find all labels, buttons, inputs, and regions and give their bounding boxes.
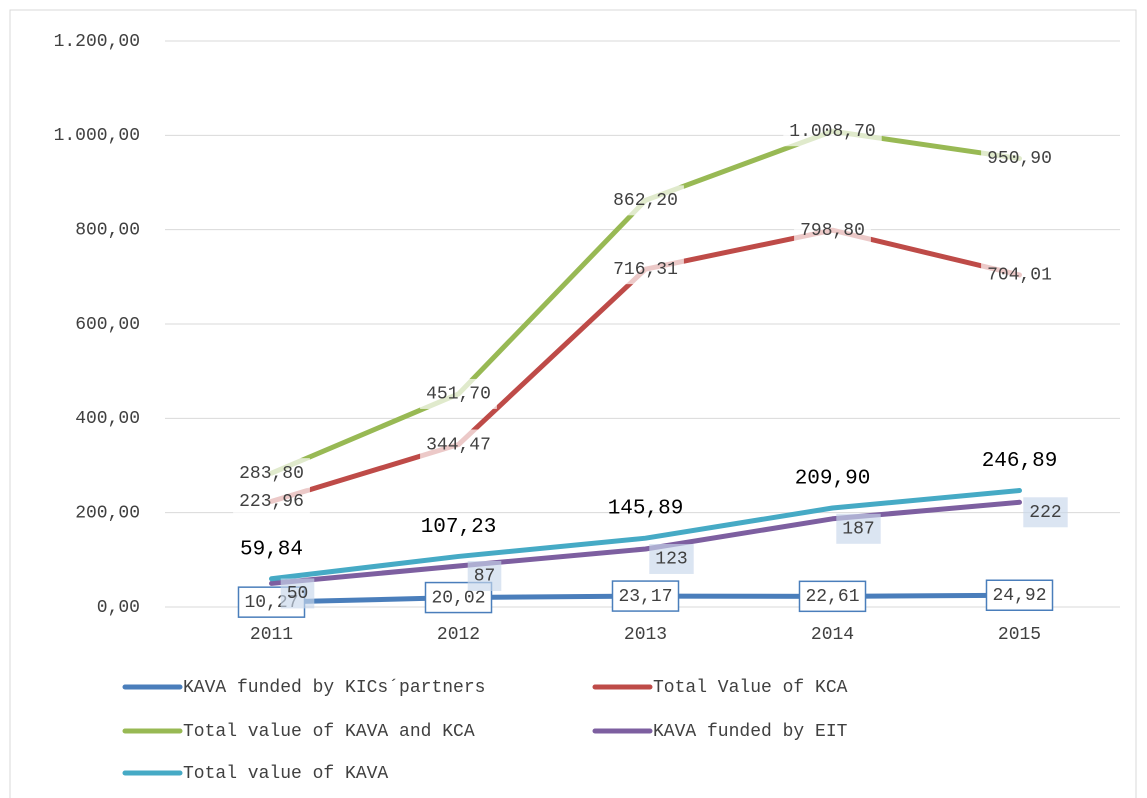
data-label: 344,47 bbox=[420, 429, 497, 460]
data-label: 24,92 bbox=[985, 579, 1054, 611]
data-label: 10,27 bbox=[237, 586, 306, 618]
series-line bbox=[269, 499, 1022, 586]
data-label-text: 187 bbox=[842, 520, 874, 540]
data-label-box bbox=[607, 185, 684, 216]
data-label-box bbox=[649, 543, 694, 574]
x-tick-label: 2015 bbox=[998, 625, 1041, 645]
data-label-box bbox=[981, 259, 1058, 290]
data-label: 1.008,70 bbox=[783, 116, 882, 147]
data-label-text: 24,92 bbox=[992, 586, 1046, 606]
legend-label: Total value of KAVA and KCA bbox=[183, 722, 475, 742]
data-label-box bbox=[420, 378, 497, 409]
legend-label: KAVA funded by KICs´partners bbox=[183, 678, 485, 698]
data-label: 87 bbox=[467, 560, 502, 591]
data-label-box bbox=[280, 578, 315, 609]
y-tick-label: 200,00 bbox=[75, 503, 140, 523]
data-label-box bbox=[1023, 497, 1068, 528]
y-tick-label: 400,00 bbox=[75, 409, 140, 429]
data-label: 209,90 bbox=[795, 468, 871, 491]
chart-frame bbox=[9, 9, 1137, 798]
x-tick-label: 2013 bbox=[624, 625, 667, 645]
data-label-text: 50 bbox=[287, 584, 309, 604]
data-label-text: 223,96 bbox=[239, 492, 304, 512]
legend-label: KAVA funded by EIT bbox=[653, 722, 848, 742]
data-label-text: 20,02 bbox=[431, 588, 485, 608]
data-label-text: 22,61 bbox=[805, 587, 859, 607]
data-label-text: 716,31 bbox=[613, 260, 678, 280]
data-label: 145,89 bbox=[608, 498, 684, 521]
data-label: 704,01 bbox=[981, 259, 1058, 290]
data-label: 798,80 bbox=[794, 215, 871, 246]
data-label: 222 bbox=[1023, 497, 1068, 528]
data-label-box bbox=[798, 580, 867, 613]
data-label: 950,90 bbox=[981, 143, 1058, 174]
data-label-box bbox=[836, 513, 881, 544]
data-label: 246,89 bbox=[982, 450, 1058, 473]
x-tick-label: 2014 bbox=[811, 625, 854, 645]
data-label: 862,20 bbox=[607, 185, 684, 216]
y-tick-label: 1.000,00 bbox=[54, 126, 140, 146]
series-line bbox=[269, 488, 1022, 582]
y-tick-label: 0,00 bbox=[97, 598, 140, 618]
data-label: 22,61 bbox=[798, 580, 867, 613]
data-label-text: 123 bbox=[655, 550, 687, 570]
y-tick-label: 1.200,00 bbox=[54, 32, 140, 52]
data-label-text: 209,90 bbox=[795, 468, 871, 491]
data-label-text: 451,70 bbox=[426, 385, 491, 405]
data-label-box bbox=[420, 429, 497, 460]
data-label-text: 344,47 bbox=[426, 435, 491, 455]
data-label-box bbox=[783, 116, 882, 147]
data-label: 716,31 bbox=[607, 254, 684, 285]
data-label-text: 862,20 bbox=[613, 191, 678, 211]
data-label-box bbox=[233, 486, 310, 517]
data-label-box bbox=[981, 143, 1058, 174]
data-label-text: 87 bbox=[474, 567, 496, 587]
legend-label: Total value of KAVA bbox=[183, 764, 388, 784]
data-label-text: 107,23 bbox=[421, 516, 497, 539]
data-label-text: 283,80 bbox=[239, 464, 304, 484]
data-label-box bbox=[233, 458, 310, 489]
data-label-box bbox=[611, 580, 680, 612]
data-label-text: 798,80 bbox=[800, 221, 865, 241]
x-tick-label: 2011 bbox=[250, 625, 293, 645]
data-label-text: 59,84 bbox=[240, 538, 303, 561]
data-label-box bbox=[794, 215, 871, 246]
data-label-text: 145,89 bbox=[608, 498, 684, 521]
data-label: 451,70 bbox=[420, 378, 497, 409]
data-label: 187 bbox=[836, 513, 881, 544]
data-label-text: 246,89 bbox=[982, 450, 1058, 473]
data-label-text: 704,01 bbox=[987, 266, 1052, 286]
legend-label: Total Value of KCA bbox=[653, 678, 848, 698]
data-label-box bbox=[607, 254, 684, 285]
data-label-text: 1.008,70 bbox=[789, 122, 875, 142]
data-label: 59,84 bbox=[240, 538, 303, 561]
data-label: 283,80 bbox=[233, 458, 310, 489]
data-label: 50 bbox=[280, 578, 315, 609]
y-tick-label: 600,00 bbox=[75, 315, 140, 335]
x-tick-label: 2012 bbox=[437, 625, 480, 645]
y-tick-label: 800,00 bbox=[75, 220, 140, 240]
data-label-box bbox=[467, 560, 502, 591]
data-label: 123 bbox=[649, 543, 694, 574]
data-label-text: 23,17 bbox=[618, 587, 672, 607]
data-label: 107,23 bbox=[421, 516, 497, 539]
data-label: 23,17 bbox=[611, 580, 680, 612]
data-label-text: 222 bbox=[1029, 503, 1061, 523]
data-label: 223,96 bbox=[233, 486, 310, 517]
data-label-text: 950,90 bbox=[987, 149, 1052, 169]
data-label-box bbox=[985, 579, 1054, 611]
